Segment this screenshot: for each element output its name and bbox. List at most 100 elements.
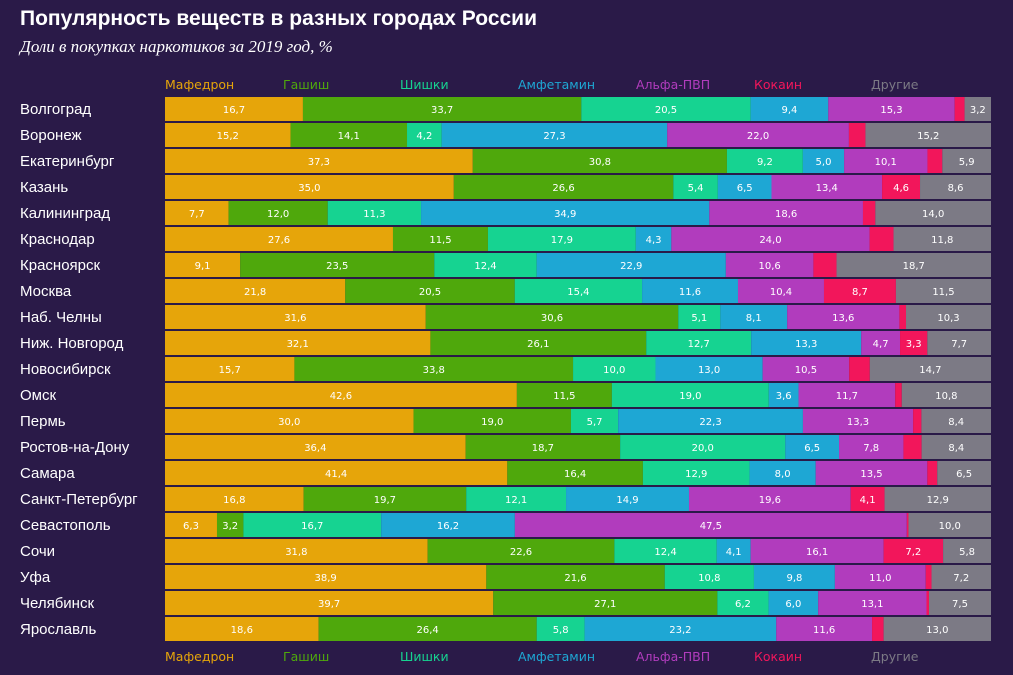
bar-segment: [165, 331, 431, 355]
segment-value-label: 7,7: [951, 339, 967, 350]
segment-value-label: 11,7: [836, 391, 858, 402]
segment-value-label: 13,0: [698, 365, 720, 376]
segment-value-label: 11,5: [553, 391, 575, 402]
segment-value-label: 13,6: [832, 313, 854, 324]
legend-top-label: Альфа-ПВП: [636, 77, 710, 92]
bar-segment: [165, 591, 494, 615]
segment-value-label: 5,9: [959, 157, 975, 168]
bar-segment: [828, 97, 955, 121]
segment-value-label: 9,4: [782, 105, 798, 116]
bar-segment: [903, 435, 922, 459]
bar-segment: [165, 279, 346, 303]
segment-value-label: 30,8: [589, 157, 611, 168]
bar-segment: [749, 461, 816, 485]
bar-segment: [927, 149, 943, 173]
segment-value-label: 23,2: [669, 625, 691, 636]
segment-value-label: 21,8: [244, 287, 266, 298]
segment-value-label: 13,4: [816, 183, 838, 194]
bar-segment: [165, 149, 473, 173]
city-label: Пермь: [20, 413, 66, 430]
bar-segment: [913, 409, 922, 433]
bar-segment: [823, 279, 896, 303]
segment-value-label: 3,2: [222, 521, 238, 532]
bar-segment: [893, 227, 991, 251]
segment-value-label: 16,2: [437, 521, 459, 532]
city-label: Самара: [20, 465, 75, 482]
segment-value-label: 8,7: [852, 287, 868, 298]
bar-segment: [165, 175, 454, 199]
segment-value-label: 15,3: [880, 105, 902, 116]
bar-segment: [165, 305, 426, 329]
segment-value-label: 47,5: [700, 521, 722, 532]
bar-segment: [614, 539, 717, 563]
bar-segment: [839, 435, 904, 459]
bar-segment: [303, 487, 467, 511]
segment-value-label: 7,2: [905, 547, 921, 558]
segment-value-label: 19,7: [374, 495, 396, 506]
segment-value-label: 5,7: [587, 417, 603, 428]
segment-value-label: 26,1: [527, 339, 549, 350]
bar-segment: [768, 591, 819, 615]
bar-segment: [611, 383, 769, 407]
segment-value-label: 31,6: [284, 313, 306, 324]
city-label: Наб. Челны: [20, 309, 102, 326]
segment-value-label: 16,1: [806, 547, 828, 558]
segment-value-label: 7,2: [953, 573, 969, 584]
bar-segment: [165, 617, 319, 641]
segment-value-label: 27,6: [268, 235, 290, 246]
bar-segment: [771, 175, 883, 199]
bar-segment: [584, 617, 777, 641]
bar-segment: [900, 331, 928, 355]
bar-segment: [921, 409, 991, 433]
bar-segment: [165, 409, 414, 433]
bar-segment: [848, 123, 866, 147]
bar-segment: [620, 435, 786, 459]
bar-segment: [802, 409, 914, 433]
segment-value-label: 8,4: [948, 443, 964, 454]
bar-segment: [920, 175, 991, 199]
segment-value-label: 30,6: [541, 313, 563, 324]
segment-value-label: 3,2: [970, 105, 986, 116]
bar-segment: [768, 383, 799, 407]
segment-value-label: 38,9: [315, 573, 337, 584]
segment-value-label: 6,5: [804, 443, 820, 454]
segment-value-label: 4,6: [893, 183, 909, 194]
segment-value-label: 8,6: [948, 183, 964, 194]
bar-segment: [928, 591, 991, 615]
segment-value-label: 19,6: [759, 495, 781, 506]
city-label: Санкт-Петербург: [20, 491, 138, 508]
bar-segment: [290, 123, 408, 147]
bar-segment: [678, 305, 721, 329]
bar-segment: [642, 461, 750, 485]
bar-segment: [750, 97, 829, 121]
segment-value-label: 22,3: [699, 417, 721, 428]
city-label: Казань: [20, 179, 68, 196]
bar-segment: [954, 97, 965, 121]
segment-value-label: 10,0: [603, 365, 625, 376]
bar-segment: [943, 539, 991, 563]
city-label: Уфа: [20, 569, 51, 586]
bar-segment: [465, 435, 621, 459]
bar-segment: [165, 227, 393, 251]
bar-segment: [906, 305, 991, 329]
segment-value-label: 42,6: [330, 391, 352, 402]
segment-value-label: 20,5: [655, 105, 677, 116]
segment-value-label: 6,5: [956, 469, 972, 480]
legend-bottom-label: Мафедрон: [165, 649, 234, 664]
segment-value-label: 13,3: [795, 339, 817, 350]
segment-value-label: 11,0: [869, 573, 891, 584]
segment-value-label: 15,7: [219, 365, 241, 376]
segment-value-label: 20,0: [692, 443, 714, 454]
segment-value-label: 14,0: [922, 209, 944, 220]
bar-segment: [895, 383, 902, 407]
segment-value-label: 18,6: [231, 625, 253, 636]
bar-segment: [165, 513, 217, 537]
segment-value-label: 6,5: [737, 183, 753, 194]
segment-value-label: 3,6: [776, 391, 792, 402]
segment-value-label: 39,7: [318, 599, 340, 610]
bar-segment: [327, 201, 422, 225]
bar-segment: [165, 461, 508, 485]
bar-segment: [570, 409, 619, 433]
legend-bottom-label: Альфа-ПВП: [636, 649, 710, 664]
